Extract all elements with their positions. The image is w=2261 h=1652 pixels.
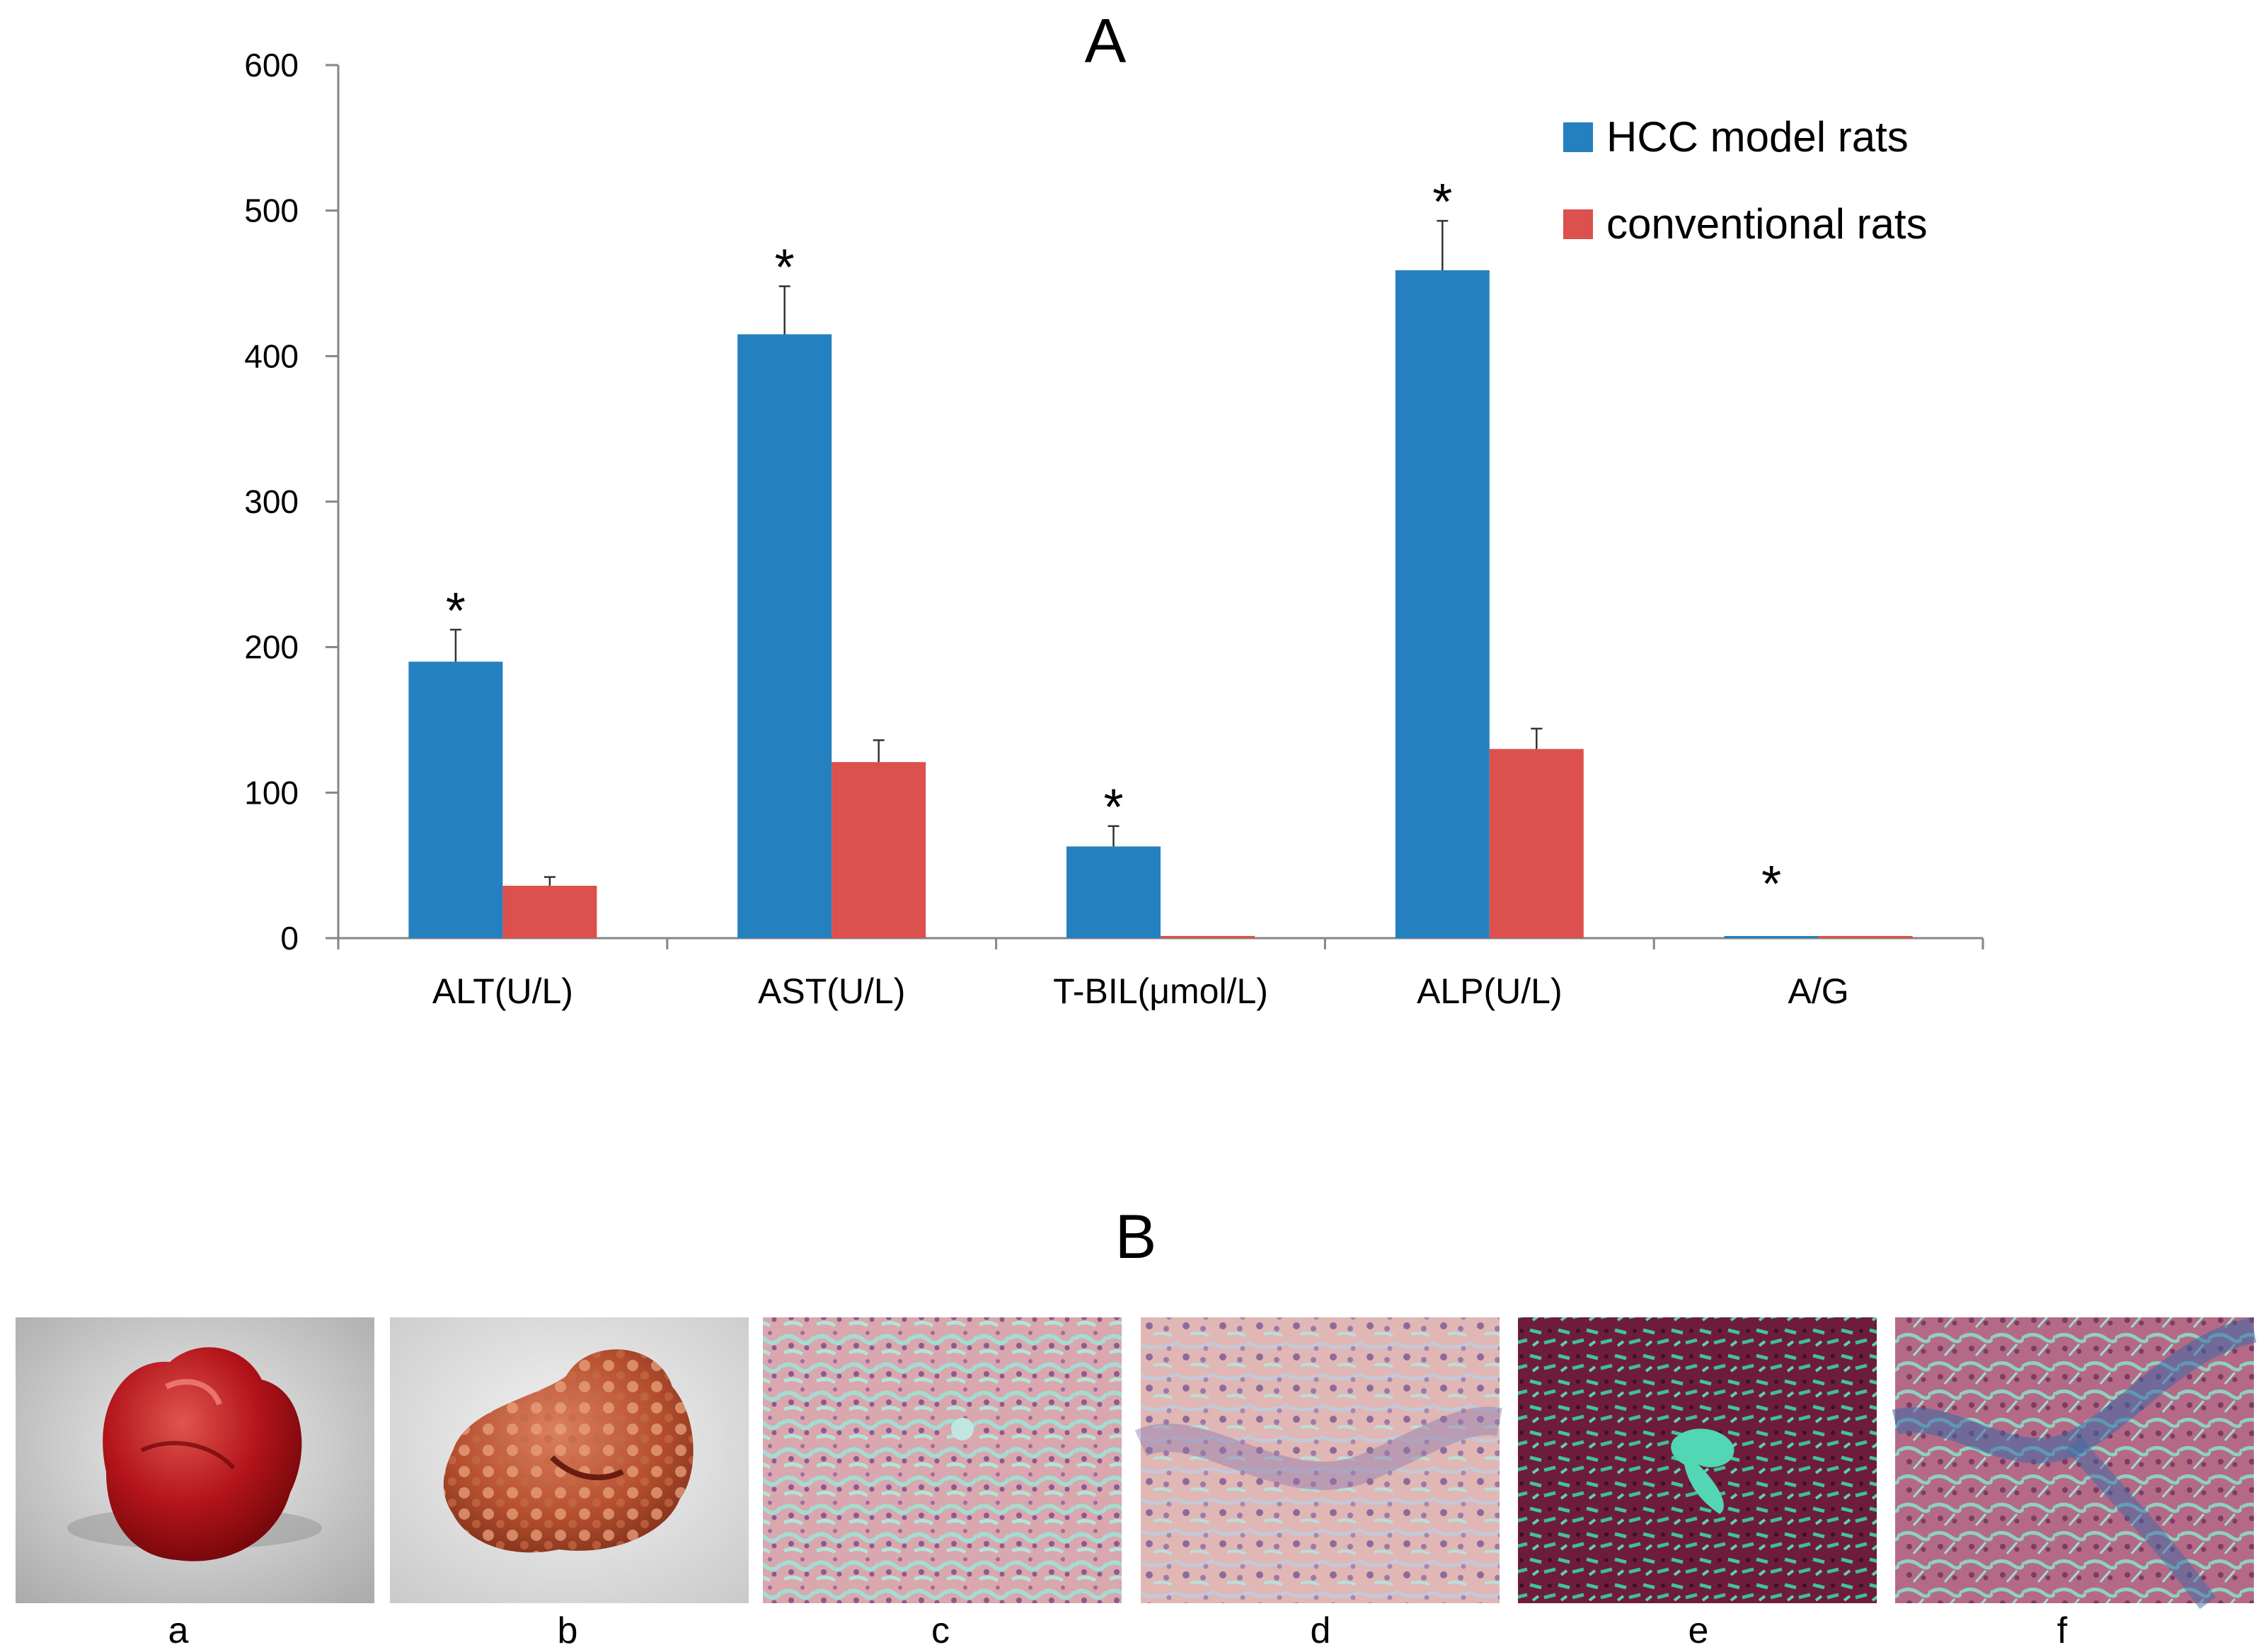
- bar-conventional: [1489, 749, 1584, 938]
- image-caption-d: d: [1311, 1610, 1331, 1651]
- image-caption-b: b: [558, 1610, 578, 1651]
- legend-swatch-conventional: [1563, 209, 1593, 239]
- y-tick-label: 600: [244, 47, 299, 83]
- image-a-normal-liver-photo: [16, 1317, 374, 1603]
- image-e-masson-normal: [1518, 1317, 1877, 1603]
- y-tick-label: 0: [280, 920, 299, 957]
- bar-hcc: [737, 334, 832, 938]
- legend-label-conventional: conventional rats: [1606, 200, 1928, 248]
- image-d-he-hcc: [1134, 1317, 1502, 1603]
- category-label: ALP(U/L): [1417, 971, 1563, 1011]
- significance-star: *: [1103, 780, 1123, 836]
- y-tick-label: 500: [244, 192, 299, 229]
- panel-b-label: B: [1115, 1201, 1157, 1271]
- y-tick-label: 300: [244, 483, 299, 520]
- y-tick-label: 100: [244, 774, 299, 811]
- category-label: T-BIL(μmol/L): [1053, 971, 1268, 1011]
- category-label: ALT(U/L): [432, 971, 573, 1011]
- bar-conventional: [502, 885, 597, 938]
- bar-conventional: [1161, 935, 1255, 938]
- bar-hcc: [1395, 270, 1490, 938]
- image-caption-c: c: [931, 1610, 950, 1651]
- bar-conventional: [1818, 935, 1913, 938]
- legend-swatch-hcc: [1563, 122, 1593, 152]
- x-axis-ticks: [337, 938, 1984, 949]
- image-b-tumor-liver-photo: [390, 1317, 749, 1603]
- bar-chart: 0 100 200 300 400 500 600 * * * * * ALT(U/L) AST(U/…: [244, 47, 1984, 1011]
- bar-hcc: [1724, 936, 1819, 938]
- category-label: A/G: [1788, 971, 1849, 1011]
- category-labels: ALT(U/L) AST(U/L) T-BIL(μmol/L) ALP(U/L) A/G: [432, 971, 1849, 1011]
- significance-group: * * * * *: [446, 174, 1781, 913]
- significance-star: *: [775, 240, 795, 296]
- y-axis-ticks: 0 100 200 300 400 500 600: [244, 47, 338, 957]
- panel-a-label: A: [1085, 6, 1127, 76]
- bar-hcc: [408, 662, 503, 938]
- significance-star: *: [446, 583, 466, 640]
- legend-label-hcc: HCC model rats: [1606, 113, 1909, 161]
- image-caption-e: e: [1688, 1610, 1709, 1651]
- bar-group: [408, 270, 1913, 938]
- bar-hcc: [1066, 846, 1161, 938]
- y-tick-label: 400: [244, 337, 299, 374]
- significance-star: *: [1761, 856, 1781, 913]
- significance-star: *: [1432, 174, 1452, 231]
- y-tick-label: 200: [244, 629, 299, 666]
- image-f-masson-fibrosis: [1892, 1317, 2257, 1610]
- image-c-he-normal: [763, 1317, 1122, 1603]
- bar-conventional: [832, 762, 926, 938]
- error-bar-group: [449, 219, 1543, 886]
- legend: HCC model rats conventional rats: [1563, 113, 1928, 248]
- image-caption-a: a: [168, 1610, 189, 1651]
- category-label: AST(U/L): [758, 971, 905, 1011]
- image-caption-f: f: [2057, 1610, 2068, 1651]
